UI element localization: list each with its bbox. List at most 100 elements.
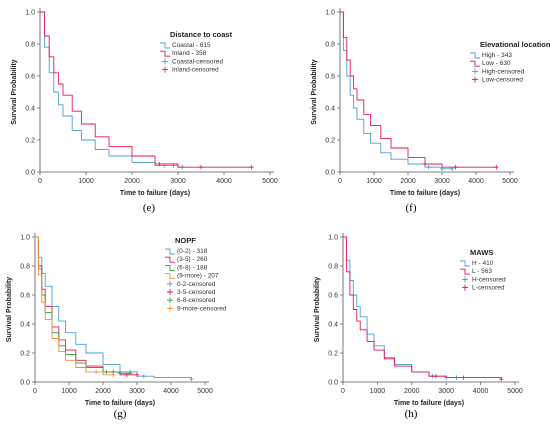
censor-mark <box>426 165 431 170</box>
y-tick-label: 0.8 <box>20 263 30 270</box>
legend-censor-swatch <box>462 284 468 291</box>
y-tick-label: 0.2 <box>25 137 35 144</box>
legend-entry: Coastal - 615 <box>172 42 211 49</box>
legend-entry: 0-2-censored <box>177 281 216 288</box>
x-tick-label: 2000 <box>124 178 140 185</box>
legend-line-swatch <box>165 256 175 263</box>
legend-entry: H-censored <box>472 276 506 283</box>
y-tick-label: 0.8 <box>325 41 335 48</box>
x-tick-label: 0 <box>38 178 42 185</box>
censor-mark <box>198 165 204 170</box>
y-tick-label: 1.0 <box>20 234 30 241</box>
legend-entry: H - 410 <box>472 260 494 267</box>
x-tick-label: 4000 <box>473 388 489 395</box>
x-tick-label: 1000 <box>61 388 77 395</box>
legend-censor-swatch <box>167 297 173 304</box>
legend-entry: 3-5-censored <box>177 289 216 296</box>
x-tick-label: 2000 <box>400 178 416 185</box>
y-tick-label: 0.4 <box>325 105 335 112</box>
legend-entry: (9-more) - 207 <box>177 273 219 280</box>
legend-entry: L-censored <box>472 285 505 292</box>
x-tick-label: 1000 <box>366 178 382 185</box>
y-tick-label: 0.8 <box>25 41 35 48</box>
legend-entry: High-censored <box>482 68 525 75</box>
y-tick-label: 0.2 <box>20 350 30 357</box>
legend-entry: L - 563 <box>472 268 492 275</box>
x-tick-label: 2000 <box>404 388 420 395</box>
y-axis-label: Survival Probability <box>311 59 318 124</box>
y-tick-label: 1.0 <box>328 234 338 241</box>
km-curve-4 <box>35 236 114 376</box>
legend-line-swatch <box>165 248 175 255</box>
legend-line-swatch <box>165 264 175 271</box>
legend-censor-swatch <box>167 280 173 287</box>
x-tick-label: 2000 <box>95 388 111 395</box>
y-tick-label: 0.0 <box>25 169 35 176</box>
legend-title: Distance to coast <box>170 30 233 39</box>
censor-mark <box>433 374 439 379</box>
censor-mark <box>461 375 466 380</box>
censor-mark <box>94 369 99 375</box>
x-tick-label: 1000 <box>370 388 386 395</box>
legend-censor-swatch <box>462 276 468 283</box>
censor-mark <box>134 372 140 377</box>
y-tick-label: 1.0 <box>25 9 35 16</box>
y-tick-label: 0.4 <box>20 321 30 328</box>
y-tick-label: 0.6 <box>20 292 30 299</box>
panel-h: 0.0 0.2 0.4 0.6 0.8 1.0 0 1000 2000 3000 4000 5000 T… <box>314 233 523 420</box>
y-tick-label: 0.6 <box>25 73 35 80</box>
y-tick-label: 1.0 <box>325 9 335 16</box>
panel-f: 0.0 0.2 0.4 0.6 0.8 1.0 0 1000 2000 3000 4000 5000 T… <box>311 8 550 214</box>
y-tick-label: 0.8 <box>328 263 338 270</box>
censor-mark <box>104 369 109 375</box>
panel-caption: (e) <box>143 202 156 214</box>
x-axis-label: Time to failure (days) <box>394 400 464 407</box>
legend-entry: Low - 630 <box>482 60 511 67</box>
censor-mark <box>494 165 499 170</box>
censor-mark <box>117 371 123 376</box>
legend-line-swatch <box>160 42 170 49</box>
km-curve-1 <box>340 11 453 170</box>
x-axis-label: Time to failure (days) <box>85 400 155 407</box>
legend-entry: High - 343 <box>482 52 512 59</box>
legend-line-swatch <box>460 260 470 267</box>
y-tick-label: 0.0 <box>325 169 335 176</box>
censor-mark <box>111 372 116 377</box>
x-tick-label: 5000 <box>197 388 213 395</box>
legend-entry: Low-censored <box>482 77 523 84</box>
legend-entry: Inland - 358 <box>172 50 207 57</box>
legend-censor-swatch <box>162 58 168 65</box>
x-tick-label: 5000 <box>262 178 278 185</box>
panel-caption: (f) <box>406 202 417 214</box>
y-tick-label: 0.2 <box>328 350 338 357</box>
y-tick-label: 0.4 <box>328 321 338 328</box>
panel-caption: (h) <box>405 408 418 420</box>
x-axis-label: Time to failure (days) <box>120 190 190 197</box>
legend-line-swatch <box>470 52 480 59</box>
censor-mark <box>189 376 194 382</box>
legend-entry: (0-2) - 318 <box>177 248 208 255</box>
x-tick-label: 0 <box>338 178 342 185</box>
legend-entry: (3-5) - 260 <box>177 256 208 263</box>
censor-mark <box>128 371 133 376</box>
x-tick-label: 5000 <box>502 178 518 185</box>
panel-e: 0.0 0.2 0.4 0.6 0.8 1.0 0 1000 2000 3000 4000 5000 T… <box>11 8 278 214</box>
legend-entry: Inland-censored <box>172 67 219 74</box>
legend-entry: (6-8) - 188 <box>177 264 208 271</box>
x-tick-label: 1000 <box>78 178 94 185</box>
legend-censor-swatch <box>167 289 173 295</box>
x-tick-label: 3000 <box>438 388 454 395</box>
km-curve-2 <box>35 236 137 376</box>
km-curve-1 <box>343 236 457 379</box>
censor-mark <box>157 161 162 167</box>
legend-censor-swatch <box>162 66 168 73</box>
y-tick-label: 0.6 <box>328 292 338 299</box>
y-axis-label: Survival Probability <box>11 59 18 124</box>
panel-caption: (g) <box>114 408 127 420</box>
x-tick-label: 3000 <box>129 388 145 395</box>
censor-mark <box>453 165 458 170</box>
x-tick-label: 4000 <box>163 388 179 395</box>
x-tick-label: 5000 <box>507 388 523 395</box>
x-tick-label: 0 <box>341 388 345 395</box>
legend-entry: 9-more-censored <box>177 305 227 312</box>
